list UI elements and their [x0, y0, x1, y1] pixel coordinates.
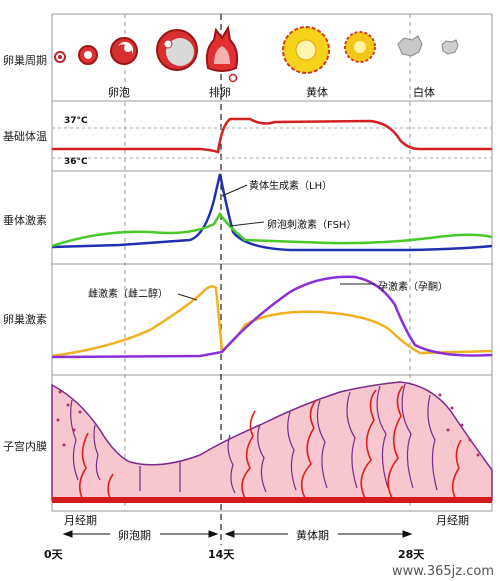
follicular-arrow-right-head [208, 530, 219, 538]
temperature-panel [51, 100, 493, 172]
phase-label-corpus-albicans: 白体 [413, 86, 435, 99]
watermark: www.365jz.com [392, 564, 494, 579]
corpus-albicans-large-icon [397, 35, 423, 57]
temp-label-high: 37°C [64, 116, 88, 126]
basal-layer [52, 497, 492, 503]
lh-label: 黄体生成素（LH） [249, 181, 333, 192]
phase-label-follicle: 卵泡 [108, 86, 130, 99]
lh-leader [221, 184, 248, 197]
endometrium-layer [51, 381, 493, 501]
row-label-ovarian-hormone: 卵巢激素 [3, 313, 47, 326]
progesterone-curve [51, 275, 493, 359]
phase-arrows [62, 530, 413, 538]
shedding-dots [56, 390, 480, 457]
menses-label-right: 月经期 [436, 514, 469, 527]
follicular-arrow-left-head [62, 530, 73, 538]
ovary-cycle-icons [54, 25, 459, 83]
luteal-arrow-left-head [224, 530, 235, 538]
secondary-follicle-icon [110, 37, 138, 65]
regressing-corpus-luteum-icon [344, 31, 376, 63]
corpus-luteum-icon [282, 26, 330, 74]
ovarian-hormone-chart [51, 275, 493, 359]
corpus-albicans-small-icon [441, 39, 459, 55]
row-label-pituitary: 垂体激素 [3, 214, 47, 227]
estrogen-leader [177, 293, 198, 301]
row-label-ovarian-cycle: 卵巢周期 [3, 54, 47, 67]
estrogen-label: 雌激素（雌二醇） [88, 289, 168, 300]
day-label-0: 0天 [44, 548, 63, 561]
phase-label-ovulation: 排卵 [209, 86, 231, 99]
ovulation-icon [205, 25, 239, 83]
fsh-label: 卵泡刺激素（FSH） [267, 220, 357, 231]
endometrium-illustration [51, 381, 493, 503]
temperature-chart [52, 117, 492, 159]
lh-curve [51, 173, 493, 252]
row-label-body-temp: 基础体温 [3, 130, 47, 143]
row-label-endometrium: 子宫内膜 [3, 440, 47, 453]
temp-label-low: 36°C [64, 157, 88, 167]
day-label-28: 28天 [398, 548, 425, 561]
luteal-arrow-right-head [402, 530, 413, 538]
temperature-curve [52, 117, 492, 154]
phase-label-corpus-luteum: 黄体 [306, 86, 328, 99]
day-label-14: 14天 [208, 548, 235, 561]
progesterone-label: 孕激素（孕酮） [378, 282, 448, 293]
primordial-follicle-icon [54, 51, 66, 63]
primary-follicle-icon [78, 45, 98, 65]
pituitary-chart [51, 173, 493, 252]
uterine-glands [70, 383, 438, 494]
follicular-phase-label: 卵泡期 [118, 529, 151, 542]
menses-label-left: 月经期 [64, 514, 97, 527]
day-guides [124, 14, 411, 511]
fsh-curve [51, 211, 493, 248]
fsh-leader [229, 221, 265, 227]
luteal-phase-label: 黄体期 [296, 529, 329, 542]
spiral-arteries [78, 385, 462, 499]
graafian-follicle-icon [156, 29, 198, 71]
